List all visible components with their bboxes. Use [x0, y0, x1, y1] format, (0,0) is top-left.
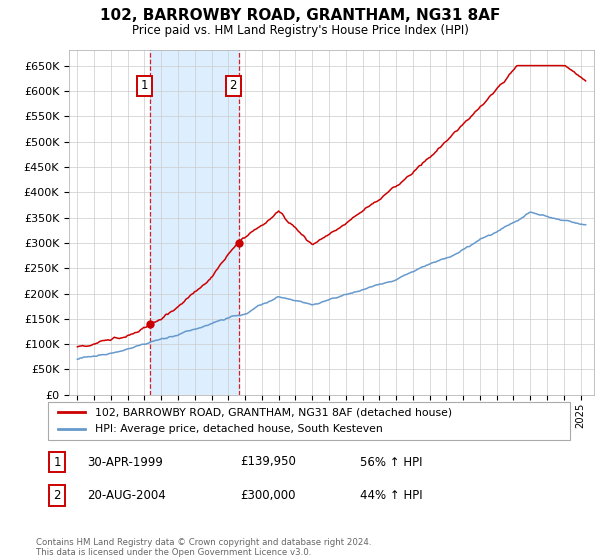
Text: 1: 1 — [53, 455, 61, 469]
Text: 102, BARROWBY ROAD, GRANTHAM, NG31 8AF: 102, BARROWBY ROAD, GRANTHAM, NG31 8AF — [100, 8, 500, 24]
Text: 2: 2 — [229, 80, 237, 92]
Text: 30-APR-1999: 30-APR-1999 — [87, 455, 163, 469]
Text: Contains HM Land Registry data © Crown copyright and database right 2024.
This d: Contains HM Land Registry data © Crown c… — [36, 538, 371, 557]
Text: 102, BARROWBY ROAD, GRANTHAM, NG31 8AF (detached house): 102, BARROWBY ROAD, GRANTHAM, NG31 8AF (… — [95, 407, 452, 417]
Text: 1: 1 — [140, 80, 148, 92]
Bar — [150, 50, 239, 395]
Text: Price paid vs. HM Land Registry's House Price Index (HPI): Price paid vs. HM Land Registry's House … — [131, 24, 469, 36]
Text: 44% ↑ HPI: 44% ↑ HPI — [360, 489, 422, 502]
Text: 56% ↑ HPI: 56% ↑ HPI — [360, 455, 422, 469]
Text: £139,950: £139,950 — [240, 455, 296, 469]
Text: 2: 2 — [53, 489, 61, 502]
Text: HPI: Average price, detached house, South Kesteven: HPI: Average price, detached house, Sout… — [95, 424, 383, 434]
Text: 20-AUG-2004: 20-AUG-2004 — [87, 489, 166, 502]
FancyBboxPatch shape — [48, 402, 570, 440]
Text: £300,000: £300,000 — [240, 489, 296, 502]
